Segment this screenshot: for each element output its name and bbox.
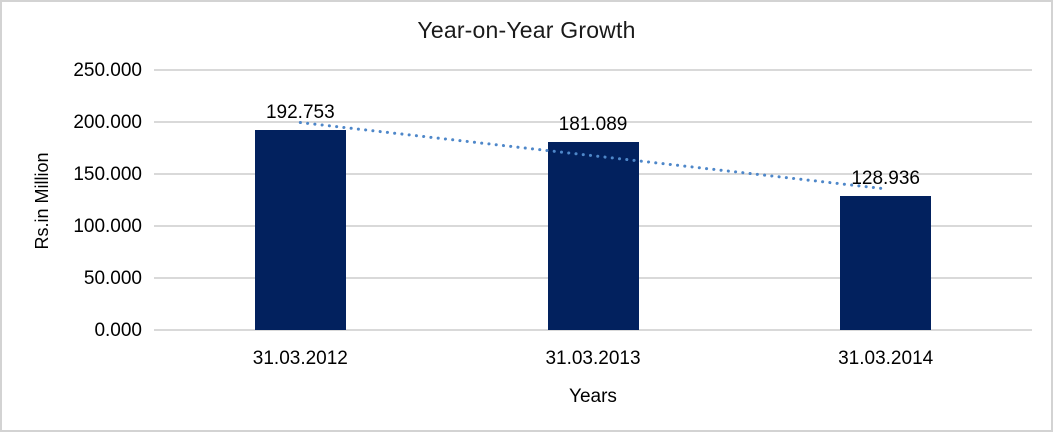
plot-area: 192.753 181.089 128.936 [154, 69, 1032, 331]
y-tick-label: 0.000 [94, 320, 142, 341]
bar-31.03.2012 [254, 129, 346, 330]
y-tick-label: 250.000 [73, 60, 142, 81]
y-tick-label: 150.000 [73, 164, 142, 185]
bar-value-label: 128.936 [851, 167, 920, 189]
trendline [298, 121, 888, 191]
y-tick-label: 100.000 [73, 216, 142, 237]
bar-value-label: 192.753 [265, 101, 335, 123]
x-tick-label: 31.03.2012 [252, 348, 348, 369]
chart-title: Year-on-Year Growth [417, 17, 636, 43]
bar-value-label: 181.089 [558, 113, 628, 135]
gridline [154, 121, 1032, 123]
y-tick-label: 50.000 [83, 268, 142, 289]
y-tick-label: 200.000 [73, 112, 142, 133]
gridline [154, 329, 1032, 331]
x-tick-label: 31.03.2014 [838, 348, 934, 369]
x-tick-label: 31.03.2013 [545, 348, 641, 369]
bar-31.03.2014 [840, 195, 932, 330]
gridline [154, 69, 1032, 71]
bar-31.03.2013 [547, 141, 639, 330]
x-axis-title: Years [569, 386, 617, 407]
